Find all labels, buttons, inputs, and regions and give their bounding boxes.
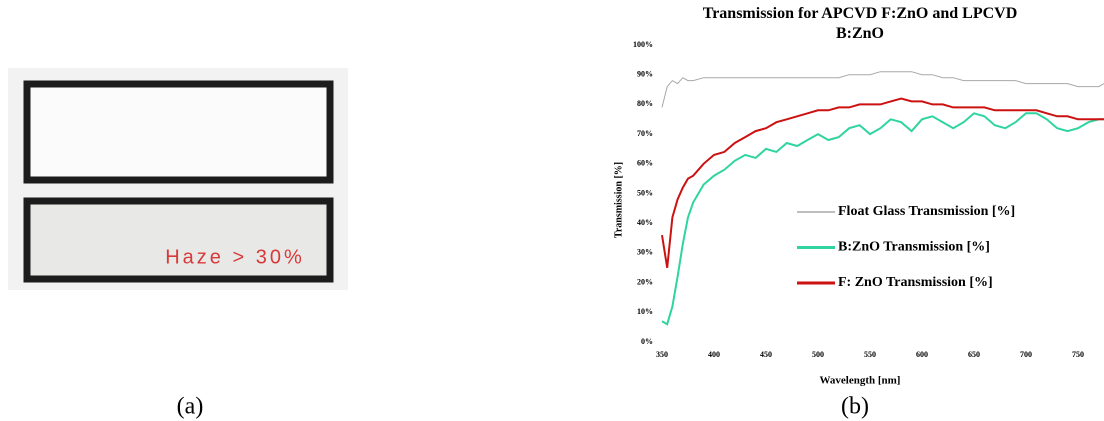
legend-label: B:ZnO Transmission [%] [838, 240, 990, 255]
y-tick-label: 20% [637, 277, 653, 286]
x-tick-label: 600 [916, 350, 928, 359]
y-tick-label: 40% [637, 218, 653, 227]
y-tick-label: 10% [637, 307, 653, 316]
y-axis-label: Transmission [%] [613, 162, 624, 238]
y-tick-label: 30% [637, 248, 653, 257]
x-tick-label: 750 [1072, 350, 1084, 359]
y-tick-label: 60% [637, 159, 653, 168]
y-tick-label: 50% [637, 188, 653, 197]
caption: (b) [841, 394, 869, 420]
y-tick-label: 90% [637, 70, 653, 79]
y-tick-label: 0% [641, 337, 653, 346]
figure: Haze > 30% (a) (b) Transmission [%] Wave… [0, 0, 1104, 421]
legend-label: F: ZnO Transmission [%] [838, 275, 993, 290]
legend-label: Float Glass Transmission [%] [838, 204, 1015, 219]
caption: (a) [177, 394, 204, 420]
x-tick-label: 450 [760, 350, 772, 359]
x-tick-label: 350 [656, 350, 668, 359]
top-frame [27, 84, 330, 180]
x-tick-label: 700 [1020, 350, 1032, 359]
y-tick-label: 70% [637, 129, 653, 138]
x-tick-label: 650 [968, 350, 980, 359]
x-tick-label: 400 [708, 350, 720, 359]
x-tick-label: 500 [812, 350, 824, 359]
series-line [662, 72, 1104, 108]
haze-label: Haze > 30% [165, 246, 305, 268]
y-tick-label: 100% [633, 40, 653, 49]
photo: Haze > 30% [8, 68, 348, 290]
y-tick-label: 80% [637, 99, 653, 108]
x-axis-label: Wavelength [nm] [820, 375, 901, 387]
x-tick-label: 550 [864, 350, 876, 359]
